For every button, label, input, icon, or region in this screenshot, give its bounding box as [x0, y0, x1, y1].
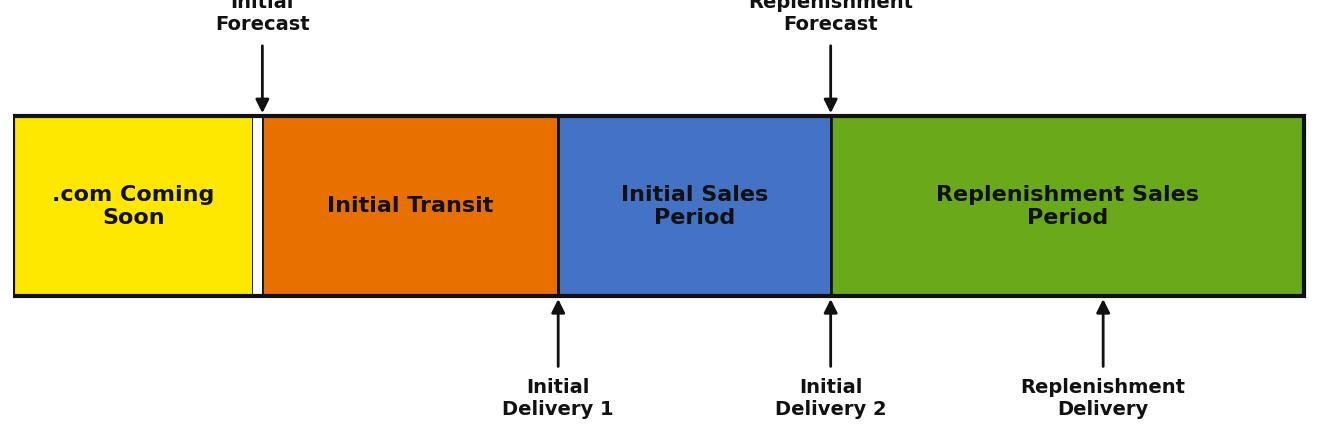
Bar	[13, 116, 1304, 296]
Bar	[262, 116, 559, 296]
Text: .com Coming
Soon: .com Coming Soon	[52, 184, 214, 228]
Text: Replenishment Sales
Period: Replenishment Sales Period	[936, 184, 1200, 228]
Bar	[559, 116, 830, 296]
Text: Replenishment
Forecast: Replenishment Forecast	[748, 0, 914, 35]
Text: Initial
Delivery 1: Initial Delivery 1	[502, 378, 614, 419]
Text: Initial Sales
Period: Initial Sales Period	[621, 184, 768, 228]
Bar	[13, 116, 253, 296]
Text: Initial
Forecast: Initial Forecast	[214, 0, 310, 35]
Bar	[253, 116, 262, 296]
Bar	[830, 116, 1304, 296]
Text: Initial
Delivery 2: Initial Delivery 2	[775, 378, 887, 419]
Text: Initial Transit: Initial Transit	[327, 196, 494, 216]
Text: Replenishment
Delivery: Replenishment Delivery	[1021, 378, 1186, 419]
